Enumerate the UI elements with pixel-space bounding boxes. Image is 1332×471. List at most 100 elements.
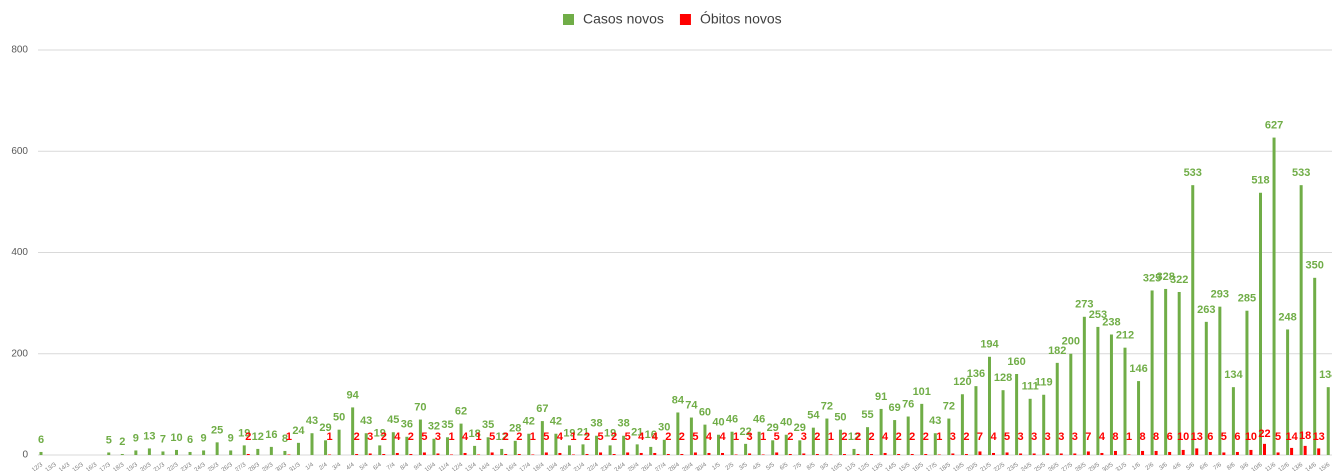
data-label: 13 <box>1191 431 1203 443</box>
data-label: 111 <box>1022 381 1039 393</box>
data-label: 72 <box>943 400 955 412</box>
data-label: 42 <box>550 416 562 428</box>
data-label: 46 <box>726 414 738 426</box>
bar <box>328 454 332 455</box>
data-label: 22 <box>1258 428 1270 440</box>
bar <box>866 427 870 455</box>
data-label: 9 <box>133 432 139 444</box>
x-tick-label: 14/3 <box>58 462 72 471</box>
data-label: 35 <box>441 419 453 431</box>
bar <box>1313 277 1317 455</box>
x-tick-label: 22/4 <box>587 462 601 471</box>
bar <box>120 453 124 455</box>
data-label: 10 <box>1177 431 1189 443</box>
x-tick-label: 24/5 <box>1020 462 1034 471</box>
y-tick-label: 600 <box>11 146 28 157</box>
data-label: 2 <box>354 431 360 443</box>
data-label: 38 <box>590 418 602 430</box>
data-label: 10 <box>170 432 182 444</box>
bar <box>504 453 508 455</box>
bar <box>450 454 453 455</box>
bar <box>1276 452 1280 455</box>
data-label: 263 <box>1197 304 1215 316</box>
bar <box>324 440 328 455</box>
x-tick-label: 31/3 <box>288 462 302 471</box>
bar <box>721 452 724 455</box>
bar <box>391 432 395 455</box>
bar <box>622 435 626 455</box>
bar <box>446 437 449 455</box>
bar <box>147 448 151 455</box>
bar <box>947 418 951 455</box>
x-tick-label: 17/5 <box>925 462 939 471</box>
legend-swatch <box>563 14 574 25</box>
x-tick-label: 8/6 <box>1226 462 1237 471</box>
x-tick-label: 22/3 <box>167 462 181 471</box>
bar <box>784 434 788 455</box>
data-label: 3 <box>1045 431 1051 443</box>
bar <box>937 454 941 455</box>
x-tick-label: 4/4 <box>345 462 356 471</box>
data-label: 28 <box>509 423 521 435</box>
data-label: 2 <box>516 431 522 443</box>
data-label: 29 <box>319 422 331 434</box>
bar <box>1208 451 1212 455</box>
data-label: 3 <box>1058 431 1064 443</box>
bar <box>988 356 991 455</box>
bar <box>924 453 928 455</box>
bar <box>1073 453 1077 455</box>
bar <box>1272 137 1276 456</box>
x-tick-label: 6/5 <box>779 462 790 471</box>
bar <box>897 453 901 455</box>
data-label: 21 <box>577 426 589 438</box>
x-tick-label: 8/4 <box>400 462 411 471</box>
x-tick-label: 10/4 <box>424 462 438 471</box>
x-tick-label: 7/5 <box>793 462 804 471</box>
data-label: 212 <box>1116 330 1134 342</box>
bar <box>748 453 752 455</box>
data-label: 40 <box>712 417 724 429</box>
data-label: 350 <box>1306 260 1324 272</box>
bar <box>933 433 937 455</box>
data-label: 1 <box>448 431 454 443</box>
data-label: 32 <box>428 421 440 433</box>
bar <box>978 451 982 455</box>
bar <box>310 433 314 455</box>
bar <box>1042 394 1046 455</box>
data-label: 3 <box>747 431 753 443</box>
data-label: 2 <box>408 431 414 443</box>
bar <box>1168 451 1172 455</box>
data-label: 21 <box>631 426 643 438</box>
data-label: 5 <box>489 431 495 443</box>
x-tick-label: 1/5 <box>711 462 722 471</box>
bar <box>761 454 765 455</box>
data-label: 2 <box>909 431 915 443</box>
x-tick-label: 19/4 <box>546 462 560 471</box>
bar <box>1235 451 1239 455</box>
x-tick-label: 30/4 <box>695 462 709 471</box>
data-label: 285 <box>1238 293 1256 305</box>
x-tick-label: 15/3 <box>72 462 86 471</box>
data-label: 24 <box>292 425 305 437</box>
x-tick-label: 14/5 <box>885 462 899 471</box>
data-label: 43 <box>360 415 372 427</box>
data-label: 4 <box>882 431 889 443</box>
data-label: 4 <box>706 431 713 443</box>
data-label: 45 <box>387 414 399 426</box>
data-label: 4 <box>652 431 659 443</box>
data-label: 4 <box>638 431 645 443</box>
y-tick-label: 200 <box>11 348 28 359</box>
bar <box>422 452 426 455</box>
data-label: 533 <box>1292 167 1310 179</box>
bar <box>838 429 842 455</box>
bar <box>788 453 792 455</box>
x-tick-label: 16/4 <box>505 462 519 471</box>
data-label: 43 <box>929 415 941 427</box>
data-label: 1 <box>733 431 739 443</box>
bar <box>382 453 386 455</box>
bar <box>1096 326 1100 455</box>
bar <box>653 452 657 455</box>
bar <box>595 435 599 455</box>
data-label: 2 <box>381 431 387 443</box>
